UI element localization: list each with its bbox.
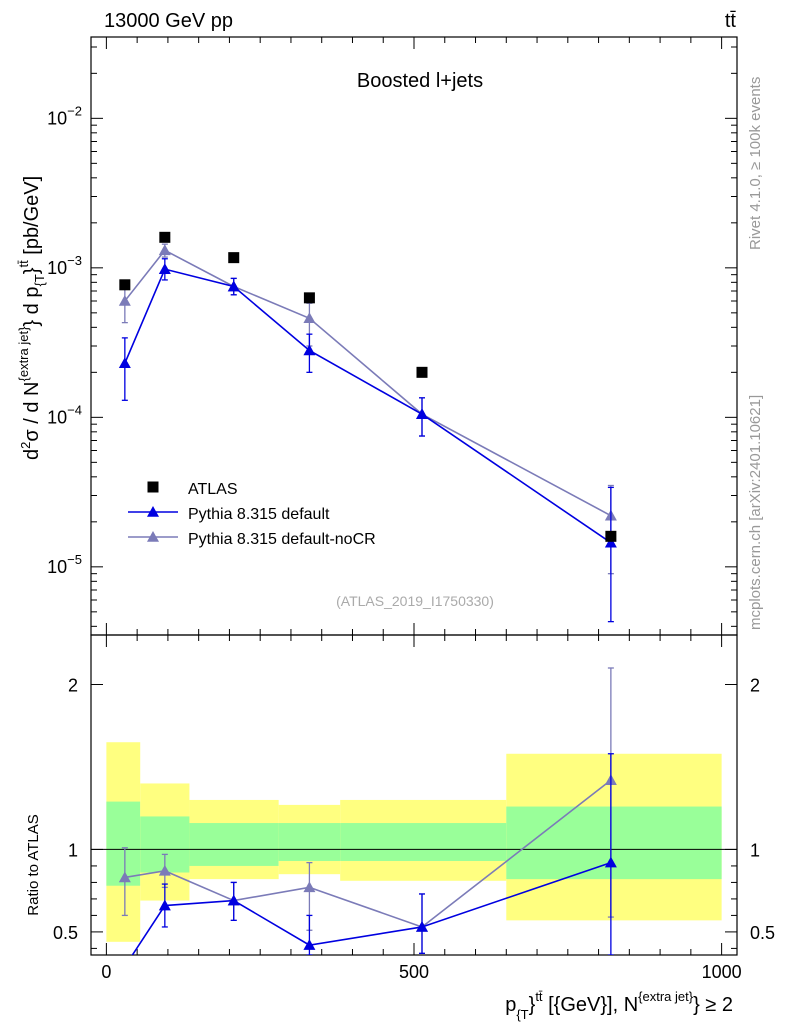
- x-tick-label: 500: [399, 962, 429, 982]
- ratio-line-pythia-nocr: [124, 779, 612, 928]
- main-point-pythia-default: [604, 536, 617, 548]
- main-point-atlas: [303, 292, 315, 304]
- main-y-tick-label: 10−4: [47, 402, 82, 427]
- legend-marker-pythia-nocr: [147, 531, 159, 542]
- main-point-atlas: [228, 252, 240, 264]
- ratio-point-pythia-default: [158, 899, 171, 911]
- mcplots-label: mcplots.cern.ch [arXiv:2401.10621]: [747, 395, 764, 630]
- ratio-point-pythia-nocr: [118, 871, 131, 883]
- main-point-atlas: [416, 366, 428, 378]
- x-tick-label: 1000: [702, 962, 742, 982]
- band-inner: [340, 823, 507, 861]
- legend-label-pythia-nocr: Pythia 8.315 default-noCR: [188, 531, 376, 548]
- legend-marker-atlas: [147, 481, 159, 493]
- main-y-tick-label: 10−5: [47, 552, 82, 577]
- data-layer: [118, 231, 617, 955]
- main-point-atlas: [119, 279, 131, 291]
- ratio-bands: [106, 742, 722, 942]
- ratio-series-pythia-default: [131, 753, 617, 955]
- legend-label-atlas: ATLAS: [188, 481, 238, 498]
- ratio-y-tick-label-right: 2: [750, 675, 760, 695]
- main-line-pythia-default: [124, 268, 612, 544]
- ratio-point-pythia-default: [303, 939, 316, 950]
- process-label: tt̄: [725, 10, 737, 32]
- ratio-line-pythia-default: [131, 861, 612, 955]
- band-inner: [278, 823, 341, 861]
- main-point-pythia-nocr: [158, 244, 171, 256]
- main-point-pythia-default: [158, 263, 171, 274]
- axes: 10−5 10−4 10−3 10−2 0 500 1000 0.5 0.5 1 1 2 2: [47, 36, 775, 982]
- main-y-tick-label: 10−2: [47, 103, 82, 128]
- main-point-pythia-nocr: [303, 312, 316, 324]
- band-inner: [106, 801, 141, 886]
- ratio-y-tick-label: 1: [68, 840, 78, 860]
- ratio-point-pythia-nocr: [303, 881, 316, 893]
- main-point-pythia-default: [415, 408, 428, 419]
- ratio-point-pythia-default: [415, 920, 428, 932]
- main-point-atlas: [605, 530, 617, 542]
- main-point-pythia-default: [303, 344, 316, 356]
- x-tick-label: 0: [101, 962, 111, 982]
- x-axis-label: p{T}tt̄ [{GeV}], N{extra jet}} ≥ 2: [505, 989, 733, 1022]
- main-y-tick-label: 10−3: [47, 253, 82, 278]
- ratio-y-tick-label-right: 1: [750, 840, 760, 860]
- legend-label-pythia-default: Pythia 8.315 default: [188, 506, 330, 523]
- ratio-point-pythia-nocr: [158, 864, 171, 876]
- energy-label: 13000 GeV pp: [104, 10, 233, 32]
- main-point-atlas: [159, 231, 171, 243]
- plot-title: Boosted l+jets: [357, 70, 483, 92]
- rivet-label: Rivet 4.1.0, ≥ 100k events: [747, 77, 764, 250]
- ratio-point-pythia-default: [227, 894, 240, 906]
- main-line-pythia-nocr: [124, 249, 612, 517]
- ratio-axis-label: Ratio to ATLAS: [25, 814, 42, 915]
- ratio-y-tick-label: 0.5: [53, 923, 78, 943]
- main-point-pythia-nocr: [118, 295, 131, 306]
- main-point-pythia-default: [227, 280, 240, 292]
- ratio-point-pythia-default: [604, 856, 617, 868]
- legend-marker-pythia-default: [147, 506, 159, 517]
- ratio-y-tick-label: 2: [68, 675, 78, 695]
- band-inner: [506, 806, 722, 880]
- main-point-pythia-default: [118, 357, 131, 369]
- band-inner: [189, 823, 279, 866]
- legend: [128, 481, 178, 542]
- main-y-axis-label: d2σ / d N{extra jet}} d p{T}tt̄ [pb/GeV]: [16, 176, 47, 460]
- ratio-y-tick-label-right: 0.5: [750, 923, 775, 943]
- analysis-tag: (ATLAS_2019_I1750330): [336, 593, 494, 609]
